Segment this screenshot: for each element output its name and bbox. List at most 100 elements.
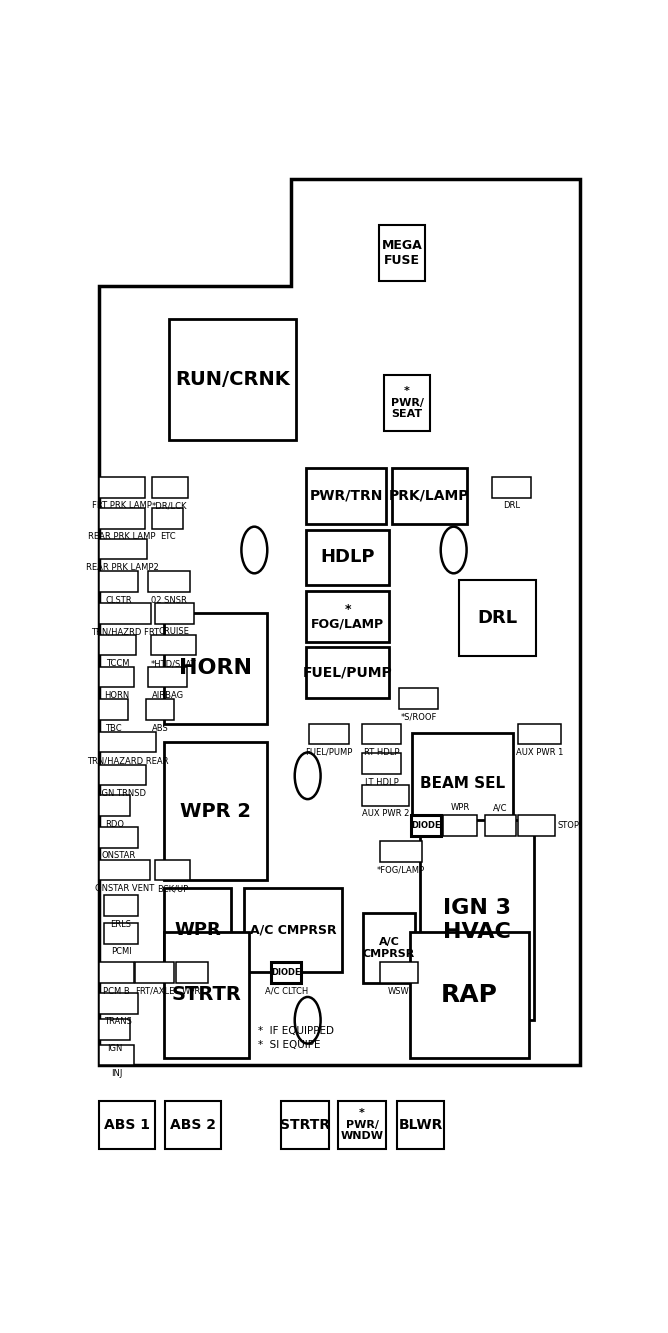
Text: ERLS: ERLS [110, 920, 132, 929]
Text: *
PWR/
SEAT: * PWR/ SEAT [391, 387, 424, 419]
Bar [99, 539, 147, 560]
Bar [99, 860, 150, 880]
Text: CLSTR: CLSTR [105, 596, 132, 605]
Text: HDLP: HDLP [320, 548, 375, 567]
Text: REAR PRK LAMP: REAR PRK LAMP [88, 532, 156, 541]
Bar [164, 613, 267, 725]
Bar [104, 924, 138, 944]
Bar [176, 962, 208, 982]
Text: TRN/HAZARD REAR: TRN/HAZARD REAR [87, 756, 168, 765]
Text: ONSTAR: ONSTAR [102, 852, 136, 860]
Text: TRN/HAZRD FRT: TRN/HAZRD FRT [91, 628, 159, 636]
Bar [363, 913, 415, 982]
Bar [281, 1101, 329, 1149]
Bar [397, 1101, 444, 1149]
Bar [99, 765, 146, 785]
Text: DIODE: DIODE [411, 821, 441, 829]
Text: TRANS: TRANS [104, 1017, 132, 1026]
Bar [399, 688, 438, 709]
Text: RDO: RDO [105, 820, 124, 829]
Text: LT HDLP: LT HDLP [365, 777, 398, 786]
Bar [379, 841, 422, 861]
Bar [136, 962, 174, 982]
Bar [99, 1020, 130, 1040]
Text: DRL: DRL [478, 609, 518, 627]
Text: BEAM SEL: BEAM SEL [420, 776, 505, 790]
Polygon shape [99, 179, 580, 1065]
Bar [148, 666, 187, 688]
Bar [155, 604, 194, 624]
Text: *  SI EQUIPE: * SI EQUIPE [259, 1040, 321, 1050]
Bar [271, 962, 301, 982]
Text: TBC: TBC [105, 724, 122, 733]
Text: HORN: HORN [104, 690, 129, 700]
Bar [518, 814, 554, 836]
Bar [492, 477, 531, 497]
Bar [362, 753, 401, 774]
Bar [485, 814, 516, 836]
Text: A/C CMPRSR: A/C CMPRSR [250, 924, 337, 936]
Text: IGN: IGN [107, 1044, 122, 1053]
Text: TCCM: TCCM [106, 660, 130, 668]
Bar [306, 647, 389, 698]
Bar [152, 477, 188, 497]
Text: RUN/CRNK: RUN/CRNK [175, 369, 290, 389]
Text: PCMI: PCMI [111, 948, 132, 957]
Text: PRK/LAMP: PRK/LAMP [389, 489, 470, 503]
Bar [244, 888, 343, 972]
Bar [164, 742, 267, 880]
Text: RT HDLP: RT HDLP [363, 748, 399, 757]
Bar [379, 225, 426, 281]
Text: RAP: RAP [441, 982, 498, 1006]
Text: *FOG/LAMP: *FOG/LAMP [377, 865, 425, 874]
Bar [164, 888, 231, 972]
Text: DRL: DRL [504, 501, 520, 511]
Bar [148, 572, 190, 592]
Bar [379, 962, 418, 982]
Bar [99, 1045, 134, 1065]
Text: A/C
CMPRSR: A/C CMPRSR [363, 937, 415, 958]
Bar [152, 508, 184, 529]
Bar [383, 375, 430, 431]
Text: HORN: HORN [179, 659, 252, 678]
Bar [155, 860, 190, 880]
Text: ABS 2: ABS 2 [170, 1118, 216, 1132]
Bar [164, 932, 249, 1057]
Bar [338, 1101, 386, 1149]
Text: ETC: ETC [160, 532, 176, 541]
Text: *DR/LCK: *DR/LCK [152, 501, 188, 511]
Text: STRTR: STRTR [172, 985, 241, 1004]
Text: A/C: A/C [493, 804, 508, 812]
Text: WSW: WSW [388, 986, 410, 996]
Text: *
FOG/LAMP: * FOG/LAMP [311, 603, 384, 631]
Bar [99, 700, 128, 720]
Text: FUEL/PUMP: FUEL/PUMP [305, 748, 353, 757]
Bar [391, 468, 466, 524]
Bar [151, 635, 196, 656]
Bar [306, 531, 389, 584]
Text: AUX PWR 1: AUX PWR 1 [516, 748, 563, 757]
Bar [459, 580, 536, 656]
Bar [420, 820, 534, 1020]
Bar [146, 700, 174, 720]
Bar [99, 993, 138, 1013]
Bar [99, 477, 144, 497]
Bar [518, 724, 561, 744]
Text: WPR: WPR [450, 804, 470, 812]
Text: ABS: ABS [152, 724, 168, 733]
Text: IGN 3
HVAC: IGN 3 HVAC [443, 898, 511, 941]
Text: CRUISE: CRUISE [159, 628, 190, 636]
Bar [306, 468, 386, 524]
Text: PWR/TRN: PWR/TRN [309, 489, 383, 503]
Text: ABS 1: ABS 1 [104, 1118, 150, 1132]
Text: FUEL/PUMP: FUEL/PUMP [303, 665, 392, 680]
Text: INJ: INJ [111, 1069, 122, 1078]
Bar [411, 814, 442, 836]
Bar [309, 724, 349, 744]
Text: 02 SNSR: 02 SNSR [151, 596, 187, 605]
Text: PCM B: PCM B [104, 986, 130, 996]
Bar [362, 785, 409, 805]
Text: AUX PWR 2: AUX PWR 2 [361, 809, 409, 818]
Text: ONSTAR VENT: ONSTAR VENT [95, 884, 154, 893]
Text: STOP: STOP [557, 821, 579, 829]
